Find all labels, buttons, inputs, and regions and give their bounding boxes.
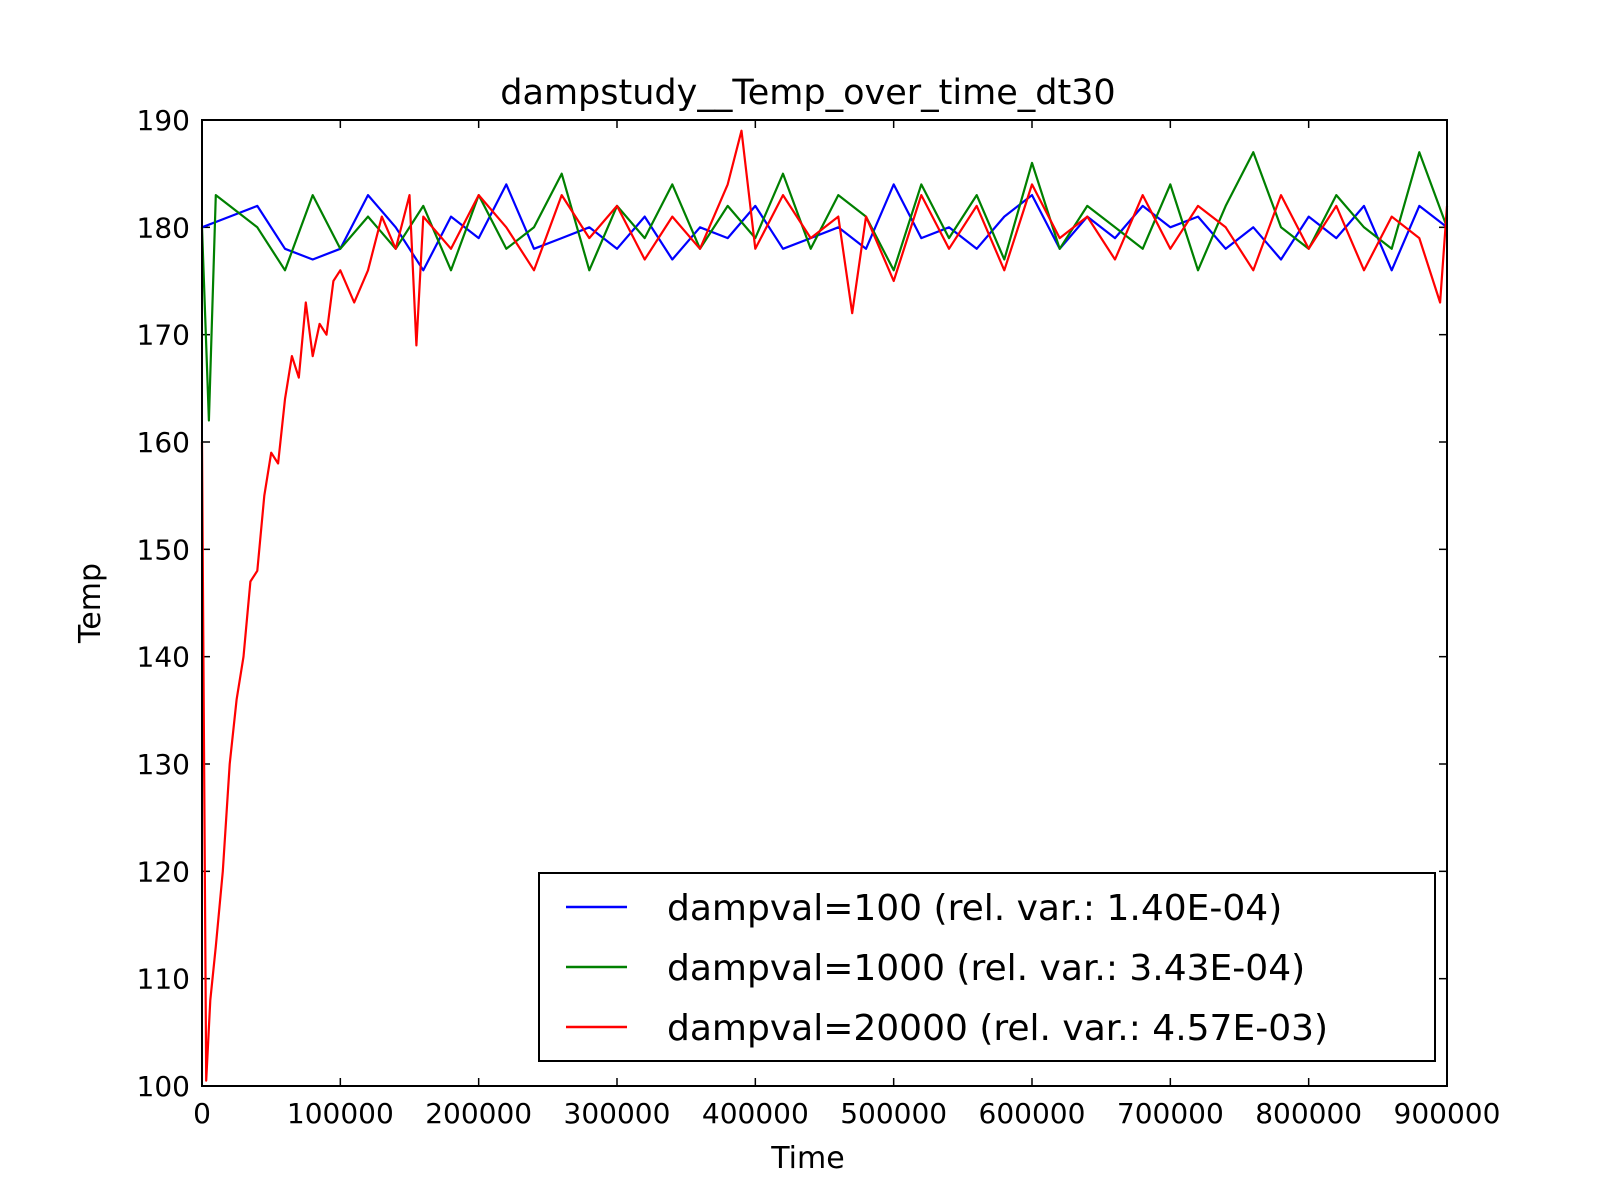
y-tick-label: 150	[137, 533, 190, 566]
x-tick-label: 200000	[425, 1097, 532, 1130]
y-tick-label: 110	[137, 963, 190, 996]
y-tick-label: 140	[137, 641, 190, 674]
y-tick-label: 160	[137, 426, 190, 459]
legend-label: dampval=100 (rel. var.: 1.40E-04)	[667, 888, 1282, 929]
series-lines	[200, 129, 1449, 1082]
y-axis-ticks: 100 110 120 130 140 150 160 170 180 190	[137, 104, 1447, 1103]
x-tick-label: 800000	[1255, 1097, 1362, 1130]
y-tick-label: 190	[137, 104, 190, 137]
x-axis-ticks: 0 100000 200000 300000 400000 500000 600000 700…	[193, 120, 1500, 1130]
series-line-3	[200, 129, 1449, 1082]
legend-label: dampval=20000 (rel. var.: 4.57E-03)	[667, 1008, 1328, 1049]
y-tick-label: 130	[137, 748, 190, 781]
legend-box	[538, 872, 1436, 1062]
legend: dampval=100 (rel. var.: 1.40E-04) dampval…	[538, 872, 1436, 1062]
y-tick-label: 170	[137, 319, 190, 352]
x-tick-label: 700000	[1117, 1097, 1224, 1130]
y-axis-label: Temp	[73, 563, 108, 644]
x-tick-label: 500000	[840, 1097, 947, 1130]
legend-label: dampval=1000 (rel. var.: 3.43E-04)	[667, 948, 1305, 989]
x-tick-label: 100000	[287, 1097, 394, 1130]
y-tick-label: 120	[137, 855, 190, 888]
x-tick-label: 0	[193, 1097, 211, 1130]
x-tick-label: 400000	[702, 1097, 809, 1130]
x-tick-label: 300000	[564, 1097, 671, 1130]
series-line-1	[201, 183, 1448, 272]
x-axis-label: Time	[770, 1141, 844, 1176]
chart-title: dampstudy__Temp_over_time_dt30	[500, 73, 1115, 113]
y-tick-label: 100	[137, 1070, 190, 1103]
x-tick-label: 600000	[979, 1097, 1086, 1130]
plot-frame	[201, 119, 1448, 1087]
series-line-2	[200, 151, 1449, 422]
x-tick-label: 900000	[1394, 1097, 1501, 1130]
y-tick-label: 180	[137, 211, 190, 244]
